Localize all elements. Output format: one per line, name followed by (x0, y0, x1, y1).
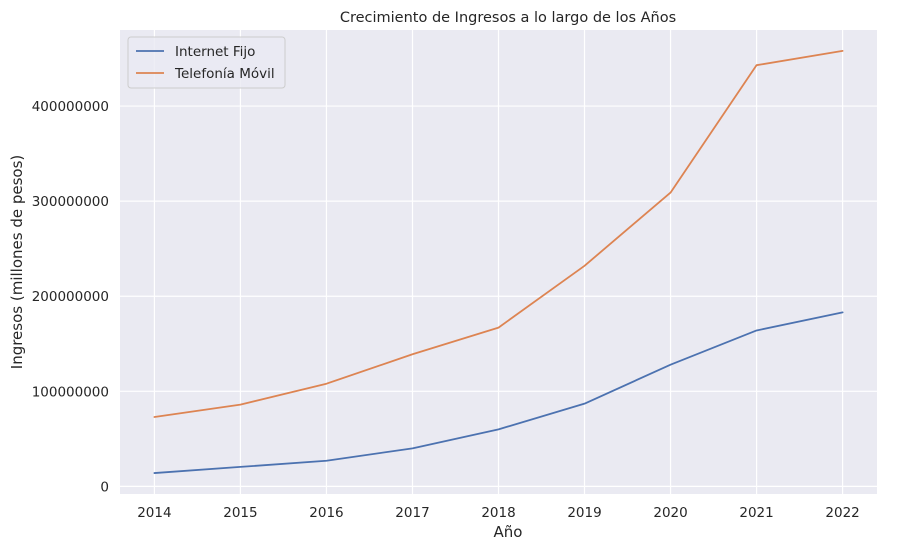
legend-box (127, 36, 286, 89)
legend-label-telefonia-movil: Telefonía Móvil (174, 66, 275, 82)
chart-title: Crecimiento de Ingresos a lo largo de lo… (340, 10, 676, 26)
x-tick-label: 2017 (395, 505, 429, 521)
x-axis-ticks: 2014 2015 2016 2017 2018 2019 2020 2021 2022 (137, 505, 860, 521)
grid-lines (120, 30, 877, 494)
y-tick-label: 100000000 (32, 384, 109, 400)
y-tick-label: 0 (100, 479, 109, 495)
x-tick-label: 2019 (567, 505, 601, 521)
y-tick-label: 200000000 (32, 289, 109, 305)
legend-label-internet-fijo: Internet Fijo (175, 44, 255, 60)
x-tick-label: 2020 (653, 505, 687, 521)
y-axis-ticks: 0 100000000 200000000 300000000 400000000 (32, 99, 109, 495)
x-axis-title: Año (494, 523, 523, 541)
x-tick-label: 2022 (825, 505, 859, 521)
x-tick-label: 2021 (739, 505, 773, 521)
series-lines (153, 50, 844, 474)
series-line-internet-fijo (153, 311, 844, 474)
x-tick-label: 2016 (309, 505, 343, 521)
y-tick-label: 300000000 (32, 194, 109, 210)
x-tick-label: 2014 (137, 505, 171, 521)
legend: Internet Fijo Telefonía Móvil (127, 36, 286, 89)
x-tick-label: 2018 (481, 505, 515, 521)
x-tick-label: 2015 (223, 505, 257, 521)
y-tick-label: 400000000 (32, 99, 109, 115)
series-line-telefonia-movil (153, 50, 844, 418)
y-axis-title: Ingresos (millones de pesos) (8, 155, 26, 369)
